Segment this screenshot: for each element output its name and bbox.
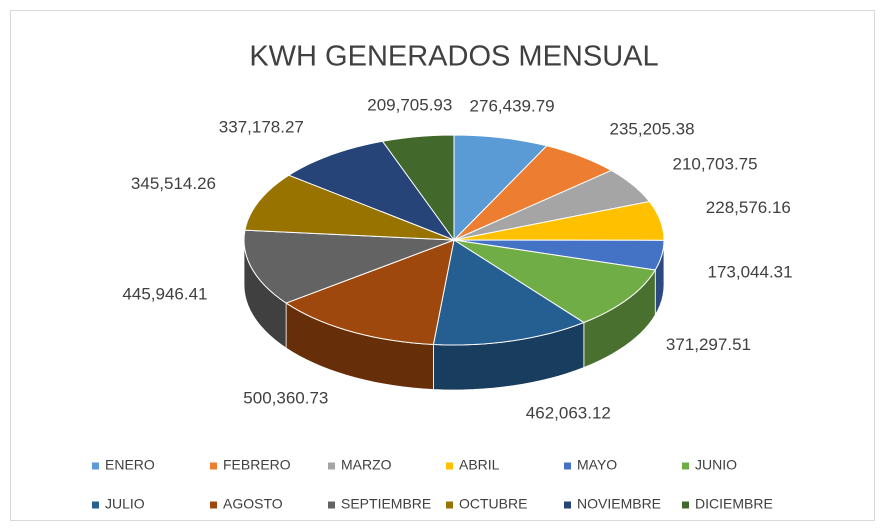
legend-label: MAYO [577,457,617,473]
data-label: 337,178.27 [219,118,304,137]
data-label: 371,297.51 [666,335,751,354]
slice-top [244,174,455,241]
legend-swatch [210,501,217,509]
legend-swatch [564,462,571,470]
data-label: 235,205.38 [610,120,695,139]
legend-swatch [682,462,689,470]
slice-top [453,145,613,241]
pie-slice [285,239,455,390]
legend-swatch [92,462,99,470]
pie-slice [453,145,613,241]
data-label: 276,439.79 [470,97,555,116]
legend-label: ABRIL [459,457,500,473]
pie-slice [432,239,585,391]
legend-label: FEBRERO [223,457,291,473]
legend-swatch [446,462,453,470]
slice-top [381,134,455,242]
data-label: 228,576.16 [706,198,791,217]
pie-slice [453,239,657,369]
data-label: 210,703.75 [673,155,758,174]
legend-swatch [328,462,335,470]
legend-label: DICIEMBRE [695,496,773,512]
data-label: 462,063.12 [526,404,611,423]
data-label: 209,705.93 [367,95,452,114]
legend-swatch [210,462,217,470]
legend-swatch [328,501,335,509]
legend-label: JUNIO [695,457,737,473]
slice-top [285,239,455,346]
pie-slice [453,134,548,242]
slice-top [453,169,651,241]
legend-swatch [92,501,99,509]
legend-swatch [564,501,571,509]
slice-top [453,239,657,324]
pie-slice [381,134,455,242]
chart-title: KWH GENERADOS MENSUAL [249,41,658,73]
legend-label: MARZO [341,457,392,473]
legend-label: JULIO [105,496,145,512]
slice-top [453,200,665,241]
pie-slice [243,229,455,349]
data-label: 345,514.26 [131,174,216,193]
pie-slice [244,174,455,241]
pie-slice [287,140,456,242]
legend-label: AGOSTO [223,496,283,512]
slice-top [432,239,585,346]
slice-top [287,140,456,242]
legend-swatch [682,501,689,509]
legend-label: SEPTIEMBRE [341,496,431,512]
pie-slice [453,169,651,241]
slice-top [243,229,455,304]
data-label: 445,946.41 [122,285,207,304]
legend-label: ENERO [105,457,155,473]
data-label: 173,044.31 [708,263,793,282]
data-label: 500,360.73 [243,388,328,407]
slice-top [453,134,548,242]
legend-label: NOVIEMBRE [577,496,661,512]
legend-label: OCTUBRE [459,496,527,512]
legend-swatch [446,501,453,509]
